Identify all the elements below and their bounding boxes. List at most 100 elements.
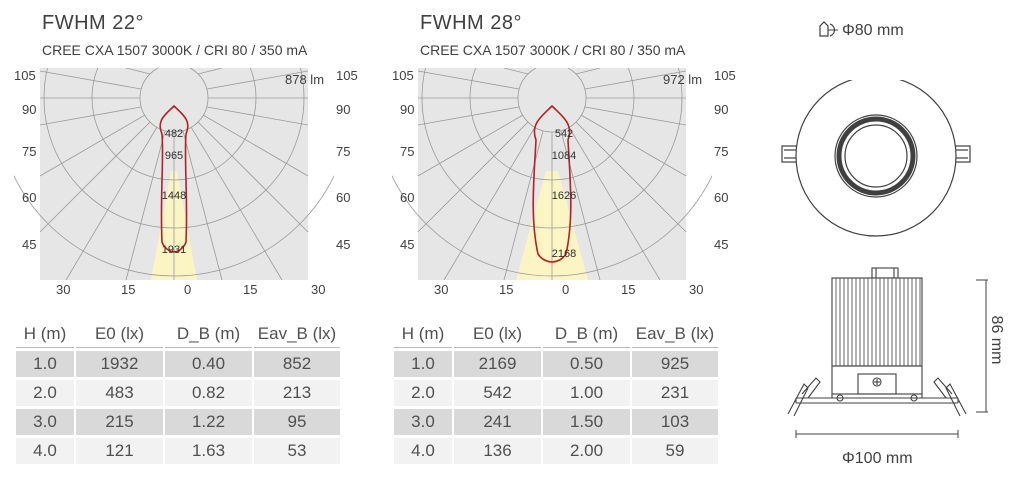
table-cell: 4.0 [394, 438, 452, 464]
table-cell: 121 [76, 438, 163, 464]
angle-label-bottom-30-left: 30 [434, 282, 449, 297]
table-cell: 1.0 [16, 351, 74, 377]
angle-label-left-105: 105 [392, 68, 414, 83]
table-cell: 3.0 [16, 409, 74, 435]
table-cell: 136 [454, 438, 541, 464]
angle-label-right-75: 75 [714, 144, 729, 159]
angle-label-left-45: 45 [400, 237, 415, 252]
table-header: Eav_B (lx) [632, 321, 718, 348]
cutout-dimension: Φ80 mm [842, 22, 904, 39]
angle-label-bottom-15-right: 15 [243, 282, 258, 297]
table-row: 4.0 136 2.00 59 [394, 438, 718, 464]
angle-label-right-90: 90 [336, 102, 351, 117]
angle-label-left-75: 75 [400, 144, 415, 159]
angle-label-bottom-30-left: 30 [56, 282, 71, 297]
angle-label-right-90: 90 [714, 102, 729, 117]
angle-label-right-105: 105 [336, 68, 358, 83]
angle-label-right-45: 45 [336, 237, 351, 252]
angle-label-bottom-30-right: 30 [689, 282, 704, 297]
table-cell: 59 [632, 438, 718, 464]
table-cell: 0.50 [543, 351, 630, 377]
angle-label-bottom-15-left: 15 [499, 282, 514, 297]
angle-label-bottom-15-right: 15 [621, 282, 636, 297]
curve-value-4: 1931 [161, 244, 187, 256]
curve-value-3: 1448 [161, 190, 187, 202]
table-cell: 1.0 [394, 351, 452, 377]
panel-1-subtitle: CREE CXA 1507 3000K / CRI 80 / 350 mA [42, 42, 308, 58]
table-cell: 542 [454, 380, 541, 406]
curve-value-3: 1626 [551, 190, 577, 202]
table-cell: 483 [76, 380, 163, 406]
table-cell: 1932 [76, 351, 163, 377]
angle-label-left-90: 90 [400, 102, 415, 117]
table-cell: 925 [632, 351, 718, 377]
table-row: 1.0 2169 0.50 925 [394, 351, 718, 377]
table-row: 3.0 215 1.22 95 [16, 409, 340, 435]
cutout-icon [818, 20, 840, 40]
panel-2-title: FWHM 28° [420, 12, 522, 34]
illuminance-table-2: H (m) E0 (lx) D_B (m) Eav_B (lx) 1.0 216… [392, 318, 720, 467]
angle-label-bottom-0: 0 [562, 282, 570, 297]
panel-1-title: FWHM 22° [42, 12, 144, 34]
table-row: 1.0 1932 0.40 852 [16, 351, 340, 377]
curve-value-4: 2168 [551, 248, 577, 260]
curve-value-1: 482 [164, 128, 184, 140]
table-header: Eav_B (lx) [254, 321, 340, 348]
table-header: D_B (m) [165, 321, 252, 348]
table-header: H (m) [394, 321, 452, 348]
table-cell: 852 [254, 351, 340, 377]
table-cell: 0.82 [165, 380, 252, 406]
lumen-label: 972 lm [663, 72, 703, 87]
table-header: E0 (lx) [76, 321, 163, 348]
table-cell: 53 [254, 438, 340, 464]
table-cell: 0.40 [165, 351, 252, 377]
table-cell: 2.0 [394, 380, 452, 406]
table-cell: 213 [254, 380, 340, 406]
table-cell: 231 [632, 380, 718, 406]
table-cell: 215 [76, 409, 163, 435]
table-row: 2.0 483 0.82 213 [16, 380, 340, 406]
curve-value-2: 965 [164, 150, 184, 162]
angle-label-left-45: 45 [22, 237, 37, 252]
table-cell: 2169 [454, 351, 541, 377]
illuminance-table-1: H (m) E0 (lx) D_B (m) Eav_B (lx) 1.0 193… [14, 318, 342, 467]
table-cell: 1.63 [165, 438, 252, 464]
angle-label-right-60: 60 [336, 190, 351, 205]
table-cell: 2.00 [543, 438, 630, 464]
lumen-label: 878 lm [285, 72, 325, 87]
table-cell: 1.50 [543, 409, 630, 435]
table-cell: 3.0 [394, 409, 452, 435]
polar-diagram-1: 878 lm 482 965 1448 1931 105 90 75 60 45… [0, 0, 358, 300]
table-header: D_B (m) [543, 321, 630, 348]
angle-label-bottom-30-right: 30 [311, 282, 326, 297]
table-row: 2.0 542 1.00 231 [394, 380, 718, 406]
curve-value-1: 542 [554, 128, 574, 140]
heatsink-fins [835, 278, 921, 366]
table-cell: 95 [254, 409, 340, 435]
table-cell: 1.00 [543, 380, 630, 406]
angle-label-right-105: 105 [714, 68, 736, 83]
table-cell: 1.22 [165, 409, 252, 435]
table-cell: 4.0 [16, 438, 74, 464]
angle-label-right-60: 60 [714, 190, 729, 205]
table-header: H (m) [16, 321, 74, 348]
angle-label-bottom-15-left: 15 [121, 282, 136, 297]
angle-label-left-60: 60 [400, 190, 415, 205]
panel-2-subtitle: CREE CXA 1507 3000K / CRI 80 / 350 mA [420, 42, 686, 58]
polar-diagram-2: 972 lm 542 1084 1626 2168 105 90 75 60 4… [373, 0, 736, 300]
angle-label-left-75: 75 [22, 144, 37, 159]
angle-label-left-60: 60 [22, 190, 37, 205]
angle-label-right-75: 75 [336, 144, 351, 159]
table-header: E0 (lx) [454, 321, 541, 348]
table-cell: 2.0 [16, 380, 74, 406]
width-dimension: Φ100 mm [842, 450, 913, 467]
curve-value-2: 1084 [551, 150, 577, 162]
top-view-drawing [776, 75, 976, 244]
side-view-drawing [776, 266, 996, 450]
height-dimension: 86 mm [988, 315, 1005, 365]
table-row: 3.0 241 1.50 103 [394, 409, 718, 435]
table-cell: 103 [632, 409, 718, 435]
angle-label-left-90: 90 [22, 102, 37, 117]
table-row: 4.0 121 1.63 53 [16, 438, 340, 464]
table-cell: 241 [454, 409, 541, 435]
